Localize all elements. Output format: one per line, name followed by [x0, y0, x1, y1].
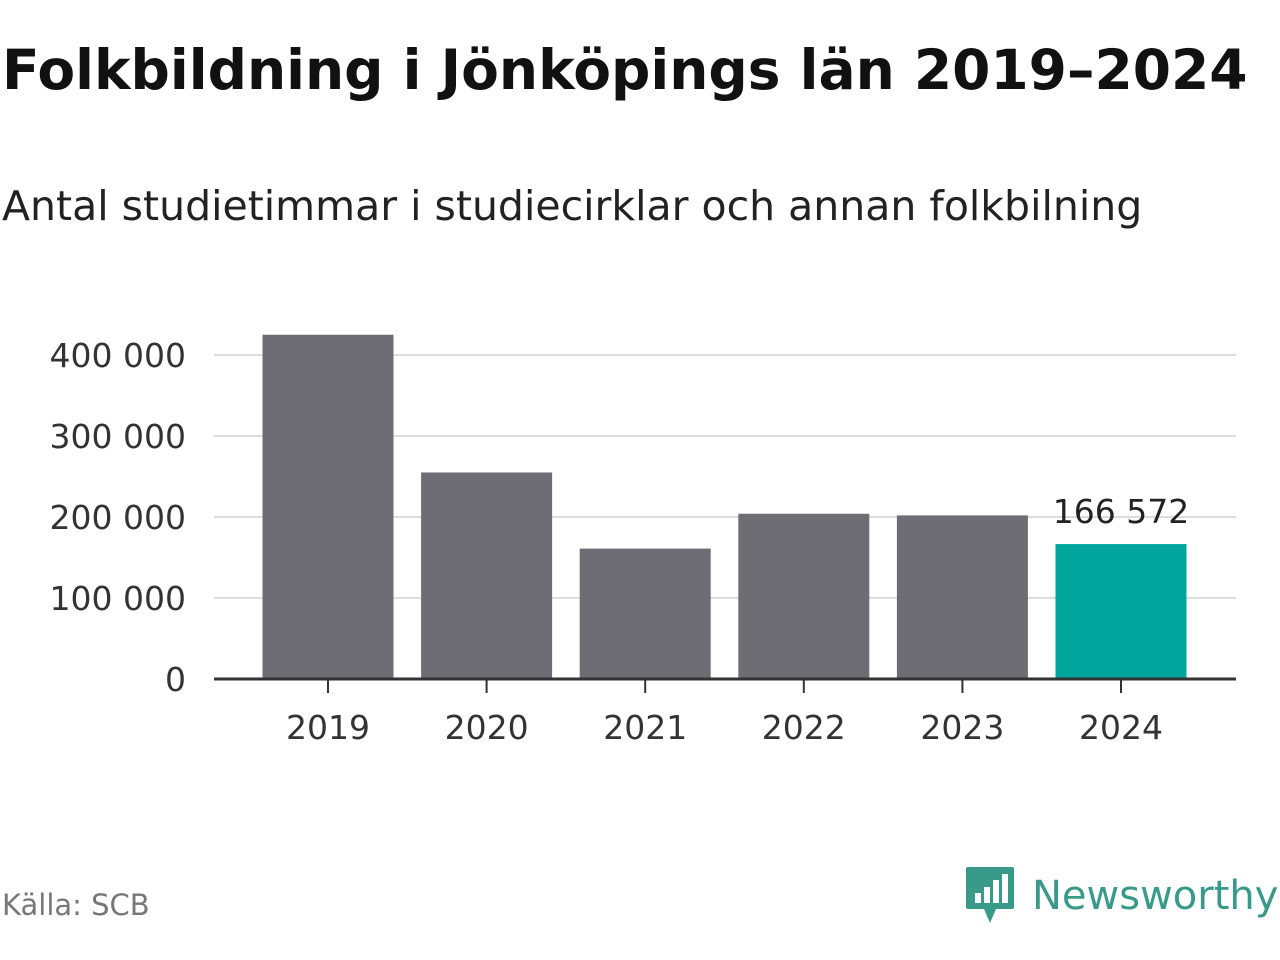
bar	[421, 472, 553, 679]
brand-name: Newsworthy	[1032, 873, 1279, 919]
chart-title: Folkbildning i Jönköpings län 2019–2024	[2, 38, 1248, 102]
source-note: Källa: SCB	[2, 888, 150, 922]
y-tick-label: 100 000	[50, 579, 186, 618]
chart-subtitle: Antal studietimmar i studiecirklar och a…	[2, 182, 1143, 230]
bar	[738, 513, 870, 679]
data-label: 166 572	[1053, 492, 1189, 531]
y-tick-label: 300 000	[50, 417, 186, 456]
bar	[262, 334, 394, 679]
x-tick-label: 2019	[286, 708, 370, 747]
y-tick-label: 400 000	[50, 336, 186, 375]
x-tick-label: 2023	[920, 708, 1004, 747]
bar	[1055, 544, 1187, 679]
brand-logo: Newsworthy	[964, 864, 1278, 928]
newsworthy-logo-icon	[966, 867, 1014, 923]
x-tick-label: 2022	[762, 708, 846, 747]
x-tick-label: 2020	[445, 708, 529, 747]
bar	[896, 515, 1028, 679]
y-tick-label: 200 000	[50, 498, 186, 537]
x-tick-label: 2024	[1079, 708, 1163, 747]
x-tick-label: 2021	[603, 708, 687, 747]
y-tick-label: 0	[165, 660, 186, 699]
bar	[579, 548, 711, 679]
